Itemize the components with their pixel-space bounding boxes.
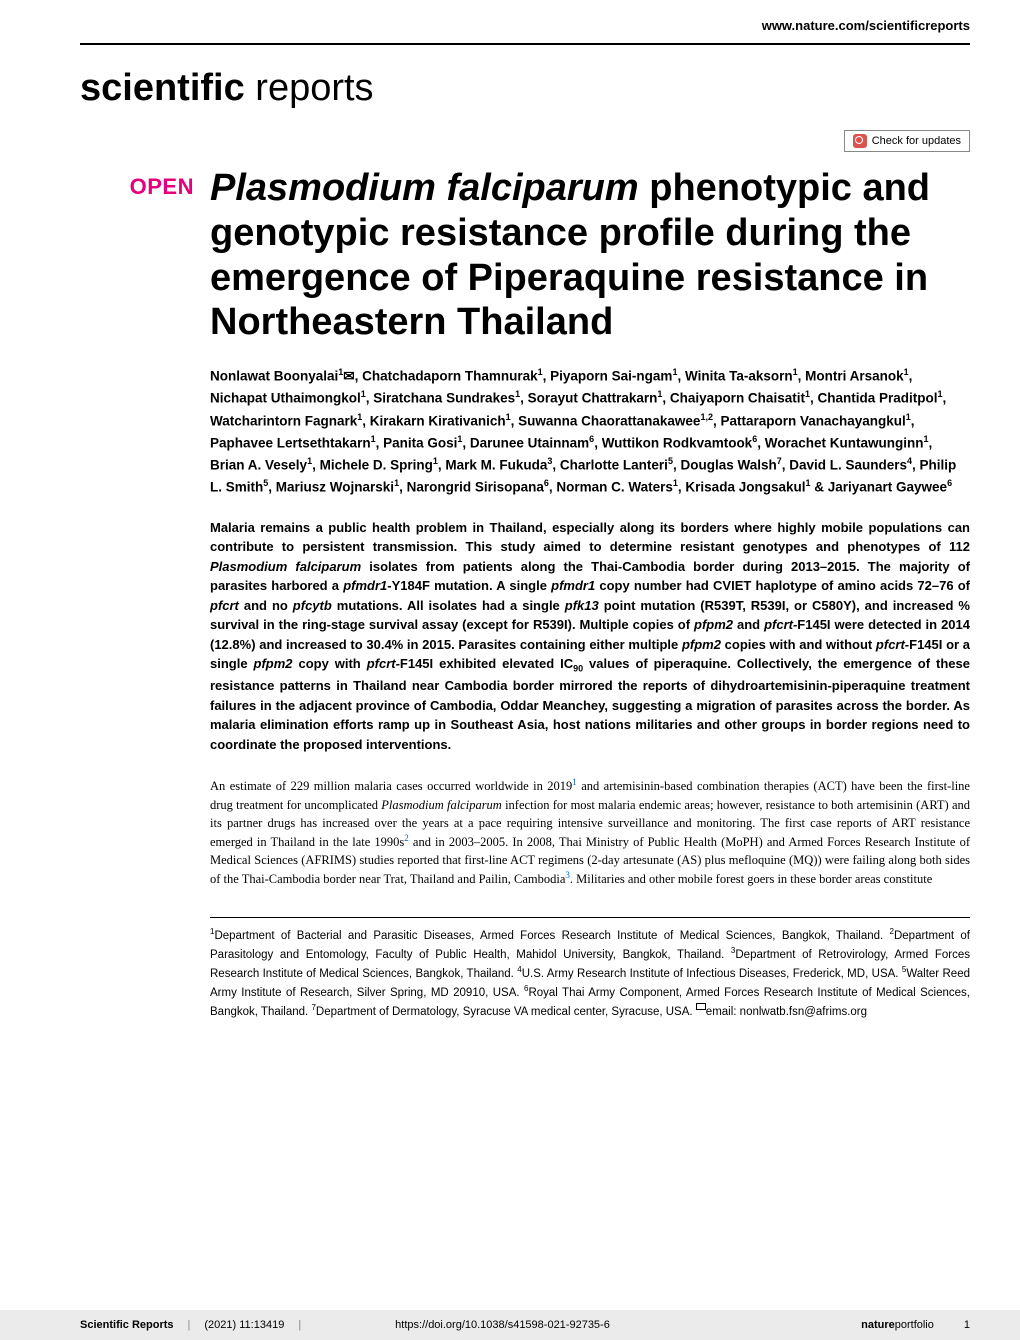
site-url: www.nature.com/scientificreports xyxy=(0,0,1020,43)
footer-journal: Scientific Reports xyxy=(80,1319,174,1331)
open-access-badge: OPEN xyxy=(80,174,210,200)
title-species: Plasmodium falciparum xyxy=(210,167,639,209)
affiliations: 1Department of Bacterial and Parasitic D… xyxy=(210,917,970,1021)
abstract: Malaria remains a public health problem … xyxy=(210,512,970,771)
author-list: Nonlawat Boonyalai1✉, Chatchadaporn Tham… xyxy=(210,357,970,512)
main-column: Plasmodium falciparum phenotypic and gen… xyxy=(210,160,970,1021)
footer-sep-2: | xyxy=(298,1319,301,1331)
journal-logo: scientific reports xyxy=(0,45,1020,110)
publisher-logo: natureportfolio xyxy=(861,1319,934,1331)
left-column: OPEN xyxy=(80,160,210,1021)
update-icon xyxy=(853,134,867,148)
footer-sep-1: | xyxy=(188,1319,191,1331)
footer-doi[interactable]: https://doi.org/10.1038/s41598-021-92735… xyxy=(395,1319,610,1331)
journal-name-light: reports xyxy=(245,67,374,109)
publisher-bold: nature xyxy=(861,1319,895,1331)
page-footer: Scientific Reports | (2021) 11:13419 | h… xyxy=(0,1310,1020,1340)
journal-name-bold: scientific xyxy=(80,67,245,109)
check-updates-button[interactable]: Check for updates xyxy=(844,130,970,152)
publisher-light: portfolio xyxy=(895,1319,934,1331)
article-title: Plasmodium falciparum phenotypic and gen… xyxy=(210,160,970,357)
check-updates-label: Check for updates xyxy=(872,135,961,147)
page-number: 1 xyxy=(964,1319,970,1331)
check-updates-row: Check for updates xyxy=(0,110,1020,160)
body-paragraph: An estimate of 229 million malaria cases… xyxy=(210,770,970,888)
article-content: OPEN Plasmodium falciparum phenotypic an… xyxy=(0,160,1020,1021)
footer-citation: (2021) 11:13419 xyxy=(204,1319,284,1331)
